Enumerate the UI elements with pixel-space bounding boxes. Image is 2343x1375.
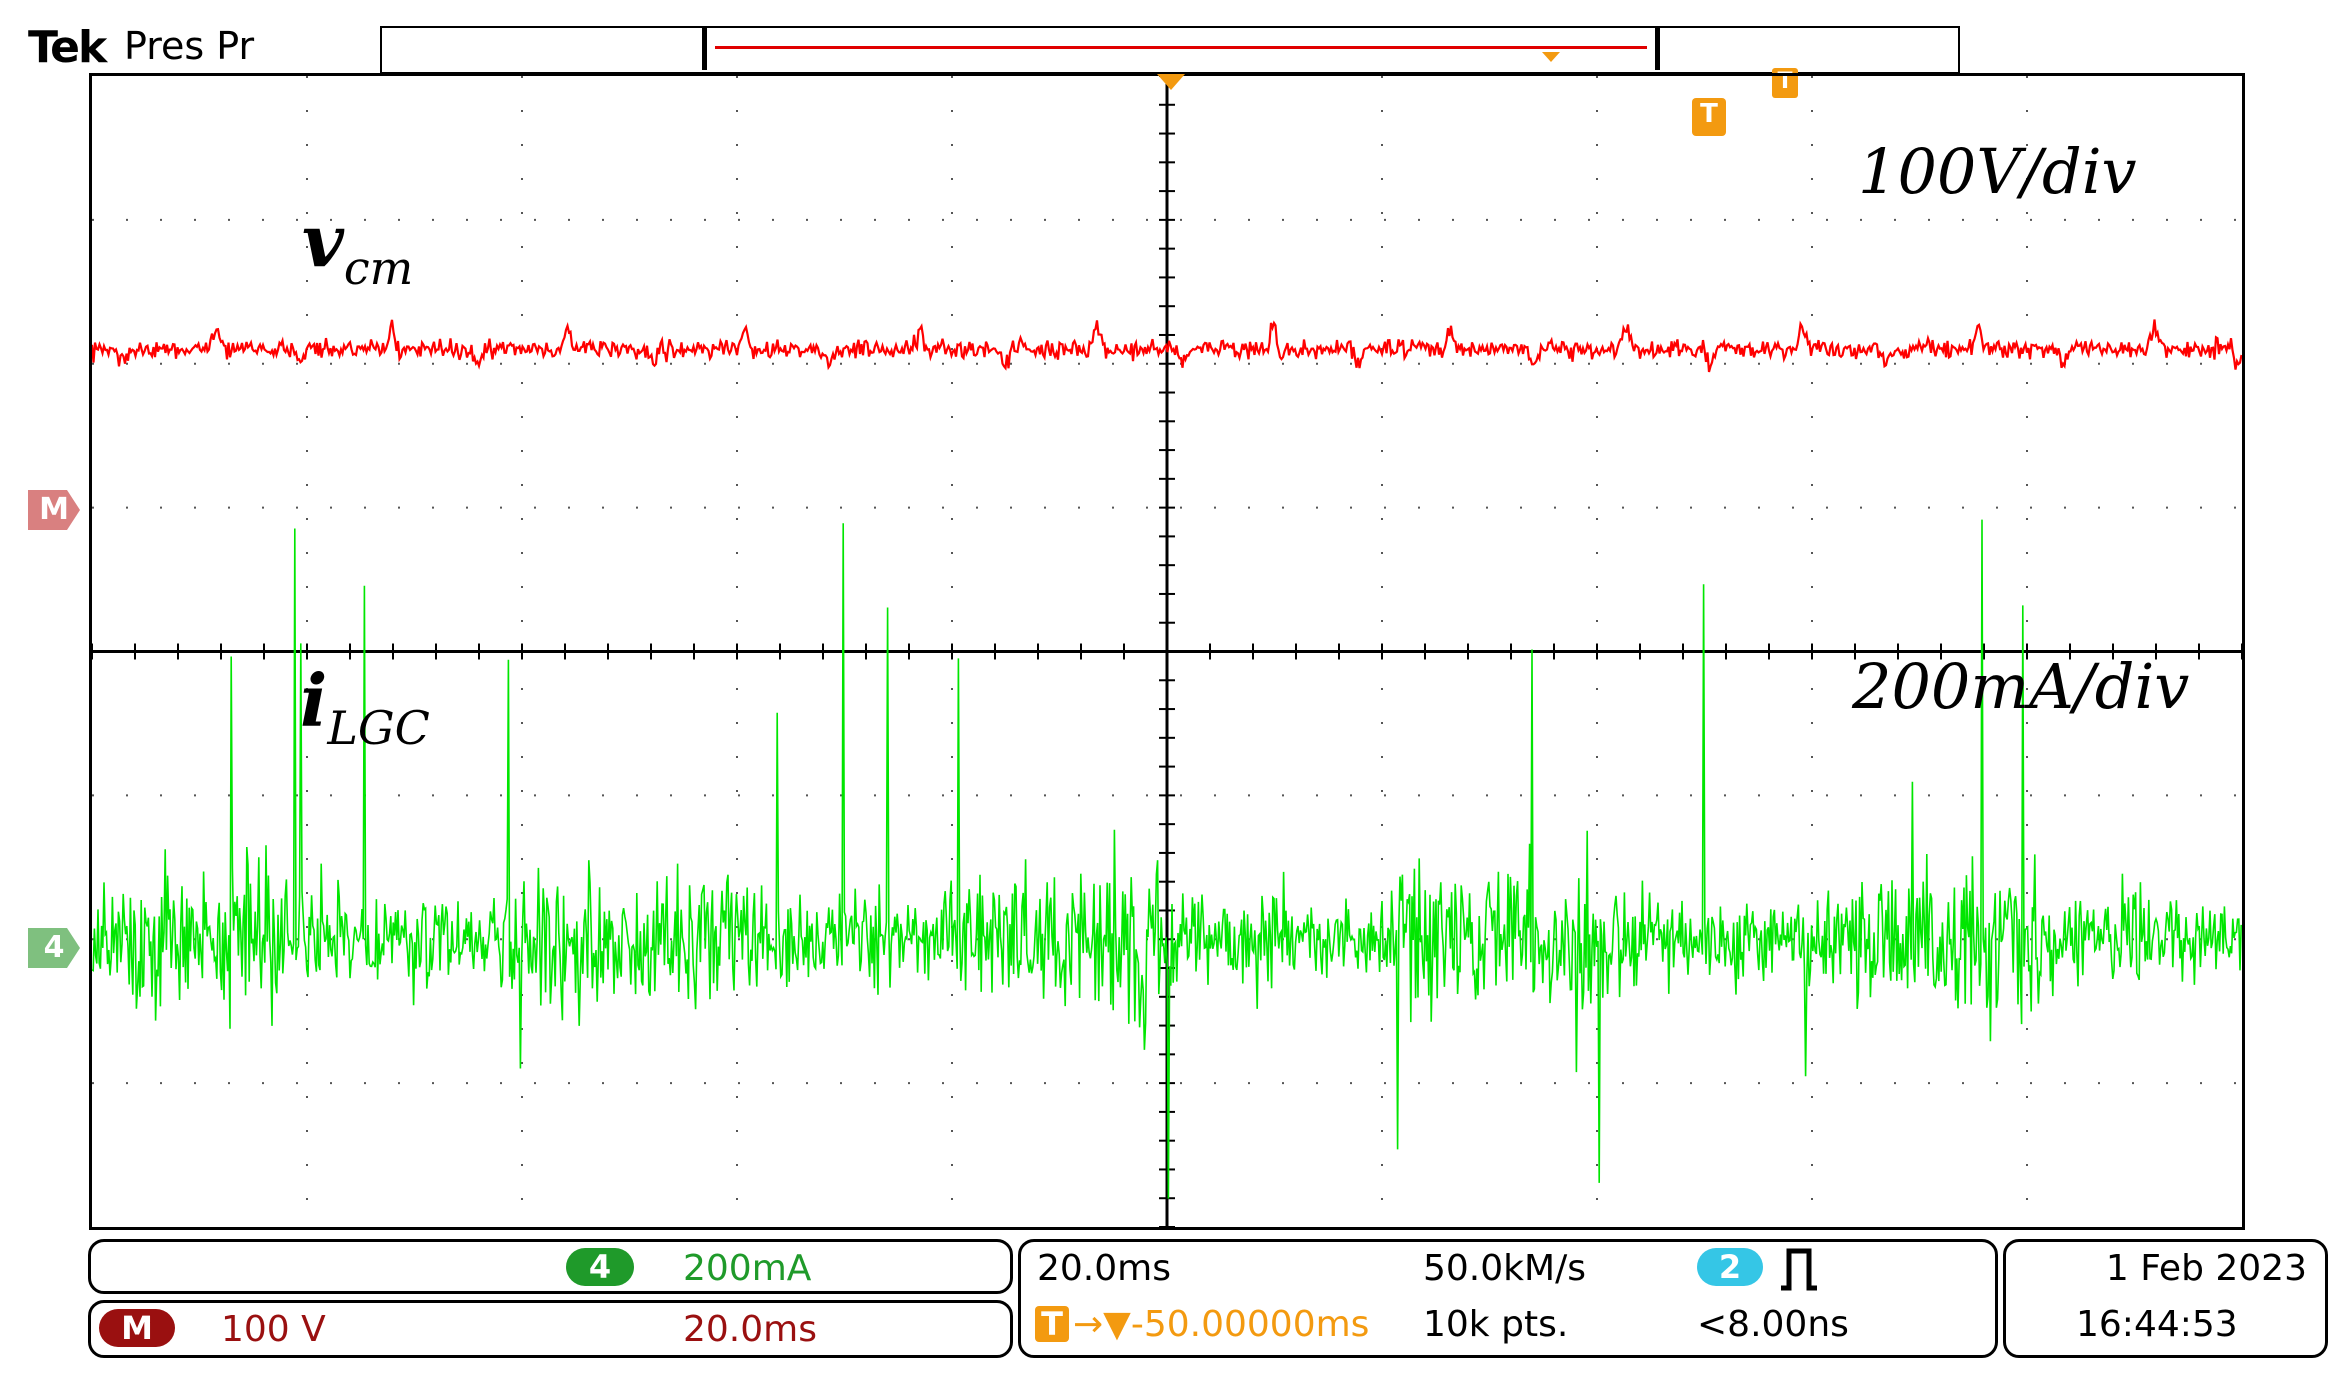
- vcm-label: vcm: [302, 198, 414, 295]
- record-view-window[interactable]: [702, 26, 1660, 70]
- date-display: 1 Feb 2023: [2105, 1248, 2307, 1289]
- channel4-ground-marker[interactable]: 4: [28, 928, 80, 968]
- ilgc-trace: [92, 519, 2242, 1199]
- channel4-scale: 200mA: [683, 1248, 812, 1289]
- trigger-source-badge[interactable]: 2: [1697, 1248, 1763, 1286]
- horizontal-trigger-readout[interactable]: 20.0ms 50.0kM/s 2 T →▼-50.00000ms 10k pt…: [1018, 1239, 1998, 1358]
- record-length: 10k pts.: [1423, 1304, 1569, 1345]
- horizontal-position: →▼-50.00000ms: [1073, 1304, 1370, 1345]
- ilgc-scale-annotation: 200mA/div: [1852, 650, 2190, 723]
- channel4-badge[interactable]: 4: [566, 1248, 634, 1286]
- trigger-position-icon: T: [1035, 1306, 1069, 1342]
- math-scale: 100 V: [221, 1309, 326, 1350]
- acquisition-status: Pres Pr: [124, 24, 255, 68]
- pulse-width-trigger-icon: [1781, 1248, 1817, 1291]
- center-position-marker: [1542, 52, 1560, 62]
- math-readout[interactable]: M 100 V 20.0ms: [88, 1300, 1013, 1358]
- math-time-scale: 20.0ms: [683, 1309, 817, 1350]
- math-badge[interactable]: M: [99, 1309, 175, 1347]
- sample-rate: 50.0kM/s: [1423, 1248, 1586, 1289]
- channel4-readout[interactable]: 4 200mA: [88, 1239, 1013, 1294]
- horizontal-scale: 20.0ms: [1037, 1248, 1171, 1289]
- record-view-line: [715, 46, 1647, 49]
- vcm-trace: [92, 319, 2242, 373]
- brand-logo: Tek: [28, 22, 107, 73]
- trigger-condition: <8.00ns: [1697, 1304, 1849, 1345]
- trigger-level-icon: T: [1692, 98, 1726, 136]
- time-display: 16:44:53: [2076, 1304, 2238, 1345]
- vcm-scale-annotation: 100V/div: [1858, 135, 2137, 208]
- datetime-readout: 1 Feb 2023 16:44:53: [2003, 1239, 2328, 1358]
- trigger-position-arrow: [1157, 74, 1185, 90]
- waveform-display: [92, 76, 2242, 1227]
- math-ground-marker[interactable]: M: [28, 490, 80, 530]
- ilgc-label: iLGC: [300, 658, 430, 755]
- record-view-bar[interactable]: T: [380, 26, 1960, 98]
